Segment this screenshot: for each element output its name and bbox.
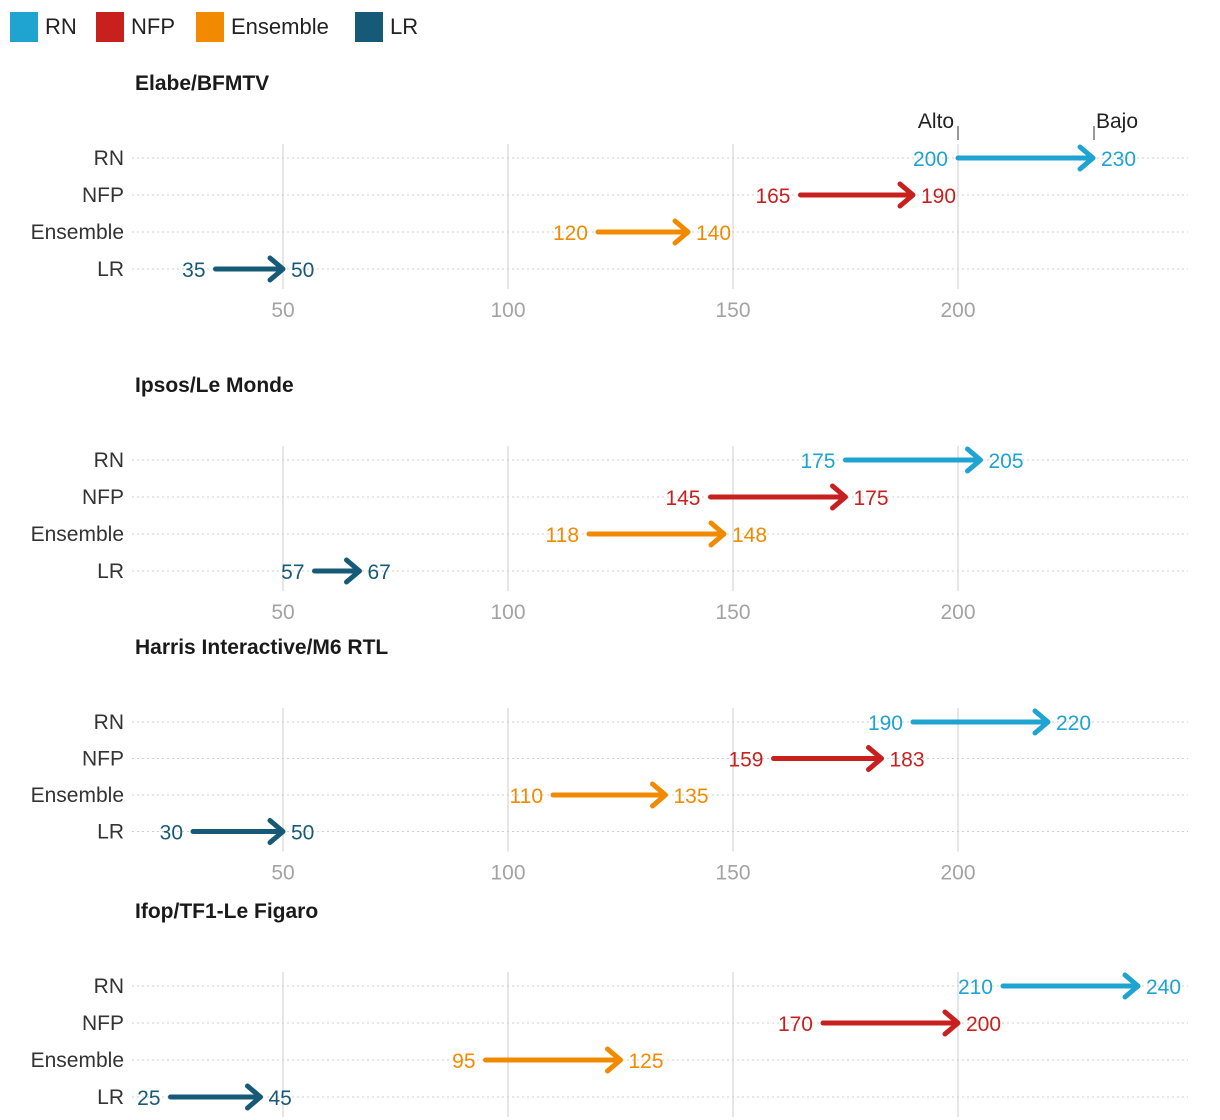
x-tick-label-100: 100: [490, 299, 525, 322]
value-label-low-nfp: 145: [665, 487, 700, 510]
category-label-rn: RN: [94, 711, 124, 734]
x-tick-label-50: 50: [271, 299, 294, 322]
value-label-low-rn: 210: [958, 976, 993, 999]
x-tick-label-200: 200: [940, 862, 975, 885]
category-label-lr: LR: [97, 821, 124, 844]
legend-swatch-lr: [355, 12, 383, 42]
arrow-head-lr: [245, 1083, 263, 1111]
annotation-low: Alto: [918, 110, 954, 133]
category-label-lr: LR: [97, 258, 124, 281]
x-tick-label-150: 150: [715, 862, 750, 885]
panel-title-1: Elabe/BFMTV: [135, 72, 269, 95]
arrow-head-ensemble: [708, 520, 727, 548]
value-label-low-ensemble: 110: [510, 785, 543, 808]
value-label-high-lr: 50: [291, 822, 314, 845]
legend-label-lr: LR: [390, 14, 418, 39]
value-label-high-ensemble: 148: [732, 524, 767, 547]
category-label-rn: RN: [94, 147, 124, 170]
panel-title-2: Ipsos/Le Monde: [135, 374, 294, 397]
value-label-high-ensemble: 140: [696, 222, 731, 245]
category-label-nfp: NFP: [82, 486, 124, 509]
arrow-head-nfp: [942, 1009, 961, 1037]
value-label-low-rn: 175: [800, 450, 835, 473]
category-label-nfp: NFP: [82, 184, 124, 207]
value-label-low-rn: 190: [868, 712, 903, 735]
arrow-head-nfp: [866, 745, 884, 772]
value-label-high-nfp: 190: [921, 185, 956, 208]
legend-swatch-nfp: [96, 12, 124, 42]
legend-swatch-ensemble: [196, 12, 224, 42]
value-label-low-lr: 30: [160, 822, 183, 845]
value-label-low-ensemble: 118: [546, 524, 579, 547]
legend-label-rn: RN: [45, 14, 77, 39]
category-label-ensemble: Ensemble: [31, 784, 124, 807]
value-label-high-nfp: 200: [966, 1013, 1001, 1036]
arrow-head-rn: [1077, 144, 1096, 172]
annotation-high: Bajo: [1096, 110, 1138, 133]
value-label-low-nfp: 165: [755, 185, 790, 208]
panel-title-3: Harris Interactive/M6 RTL: [135, 636, 388, 659]
arrow-head-lr: [344, 557, 362, 585]
value-label-low-lr: 57: [281, 561, 304, 584]
x-tick-label-200: 200: [940, 601, 975, 624]
value-label-high-lr: 45: [269, 1087, 292, 1110]
value-label-low-rn: 200: [913, 148, 948, 171]
arrow-head-ensemble: [672, 218, 691, 246]
x-tick-label-50: 50: [271, 862, 294, 885]
value-label-low-nfp: 170: [778, 1013, 813, 1036]
value-label-high-rn: 230: [1101, 148, 1136, 171]
panel-title-4: Ifop/TF1-Le Figaro: [135, 900, 318, 923]
value-label-low-nfp: 159: [728, 749, 763, 772]
category-label-nfp: NFP: [82, 1012, 124, 1035]
arrow-head-rn: [1122, 972, 1141, 1000]
value-label-high-lr: 50: [291, 259, 314, 282]
category-label-ensemble: Ensemble: [31, 523, 124, 546]
value-label-high-rn: 220: [1056, 712, 1091, 735]
value-label-low-ensemble: 95: [452, 1050, 475, 1073]
value-label-low-ensemble: 120: [553, 222, 588, 245]
arrow-head-nfp: [830, 483, 848, 511]
arrow-head-lr: [267, 255, 286, 283]
arrow-head-ensemble: [650, 781, 668, 809]
value-label-high-nfp: 183: [890, 749, 925, 772]
value-label-high-ensemble: 135: [674, 785, 709, 808]
arrow-head-lr: [267, 818, 286, 845]
category-label-rn: RN: [94, 449, 124, 472]
category-label-nfp: NFP: [82, 748, 124, 771]
arrow-head-rn: [965, 446, 983, 474]
arrow-head-ensemble: [605, 1046, 623, 1074]
legend-label-nfp: NFP: [131, 14, 175, 39]
value-label-high-rn: 205: [989, 450, 1024, 473]
x-tick-label-200: 200: [940, 299, 975, 322]
category-label-rn: RN: [94, 975, 124, 998]
value-label-low-lr: 25: [137, 1087, 160, 1110]
x-tick-label-100: 100: [490, 862, 525, 885]
value-label-low-lr: 35: [182, 259, 205, 282]
arrow-head-nfp: [897, 181, 916, 209]
x-tick-label-50: 50: [271, 601, 294, 624]
legend-label-ensemble: Ensemble: [231, 14, 329, 39]
value-label-high-lr: 67: [368, 561, 391, 584]
x-tick-label-150: 150: [715, 299, 750, 322]
value-label-high-rn: 240: [1146, 976, 1181, 999]
category-label-ensemble: Ensemble: [31, 1049, 124, 1072]
value-label-high-ensemble: 125: [629, 1050, 664, 1073]
x-tick-label-150: 150: [715, 601, 750, 624]
legend-swatch-rn: [10, 12, 38, 42]
x-tick-label-100: 100: [490, 601, 525, 624]
category-label-lr: LR: [97, 1086, 124, 1109]
arrow-head-rn: [1032, 708, 1051, 736]
value-label-high-nfp: 175: [854, 487, 889, 510]
category-label-lr: LR: [97, 560, 124, 583]
category-label-ensemble: Ensemble: [31, 221, 124, 244]
